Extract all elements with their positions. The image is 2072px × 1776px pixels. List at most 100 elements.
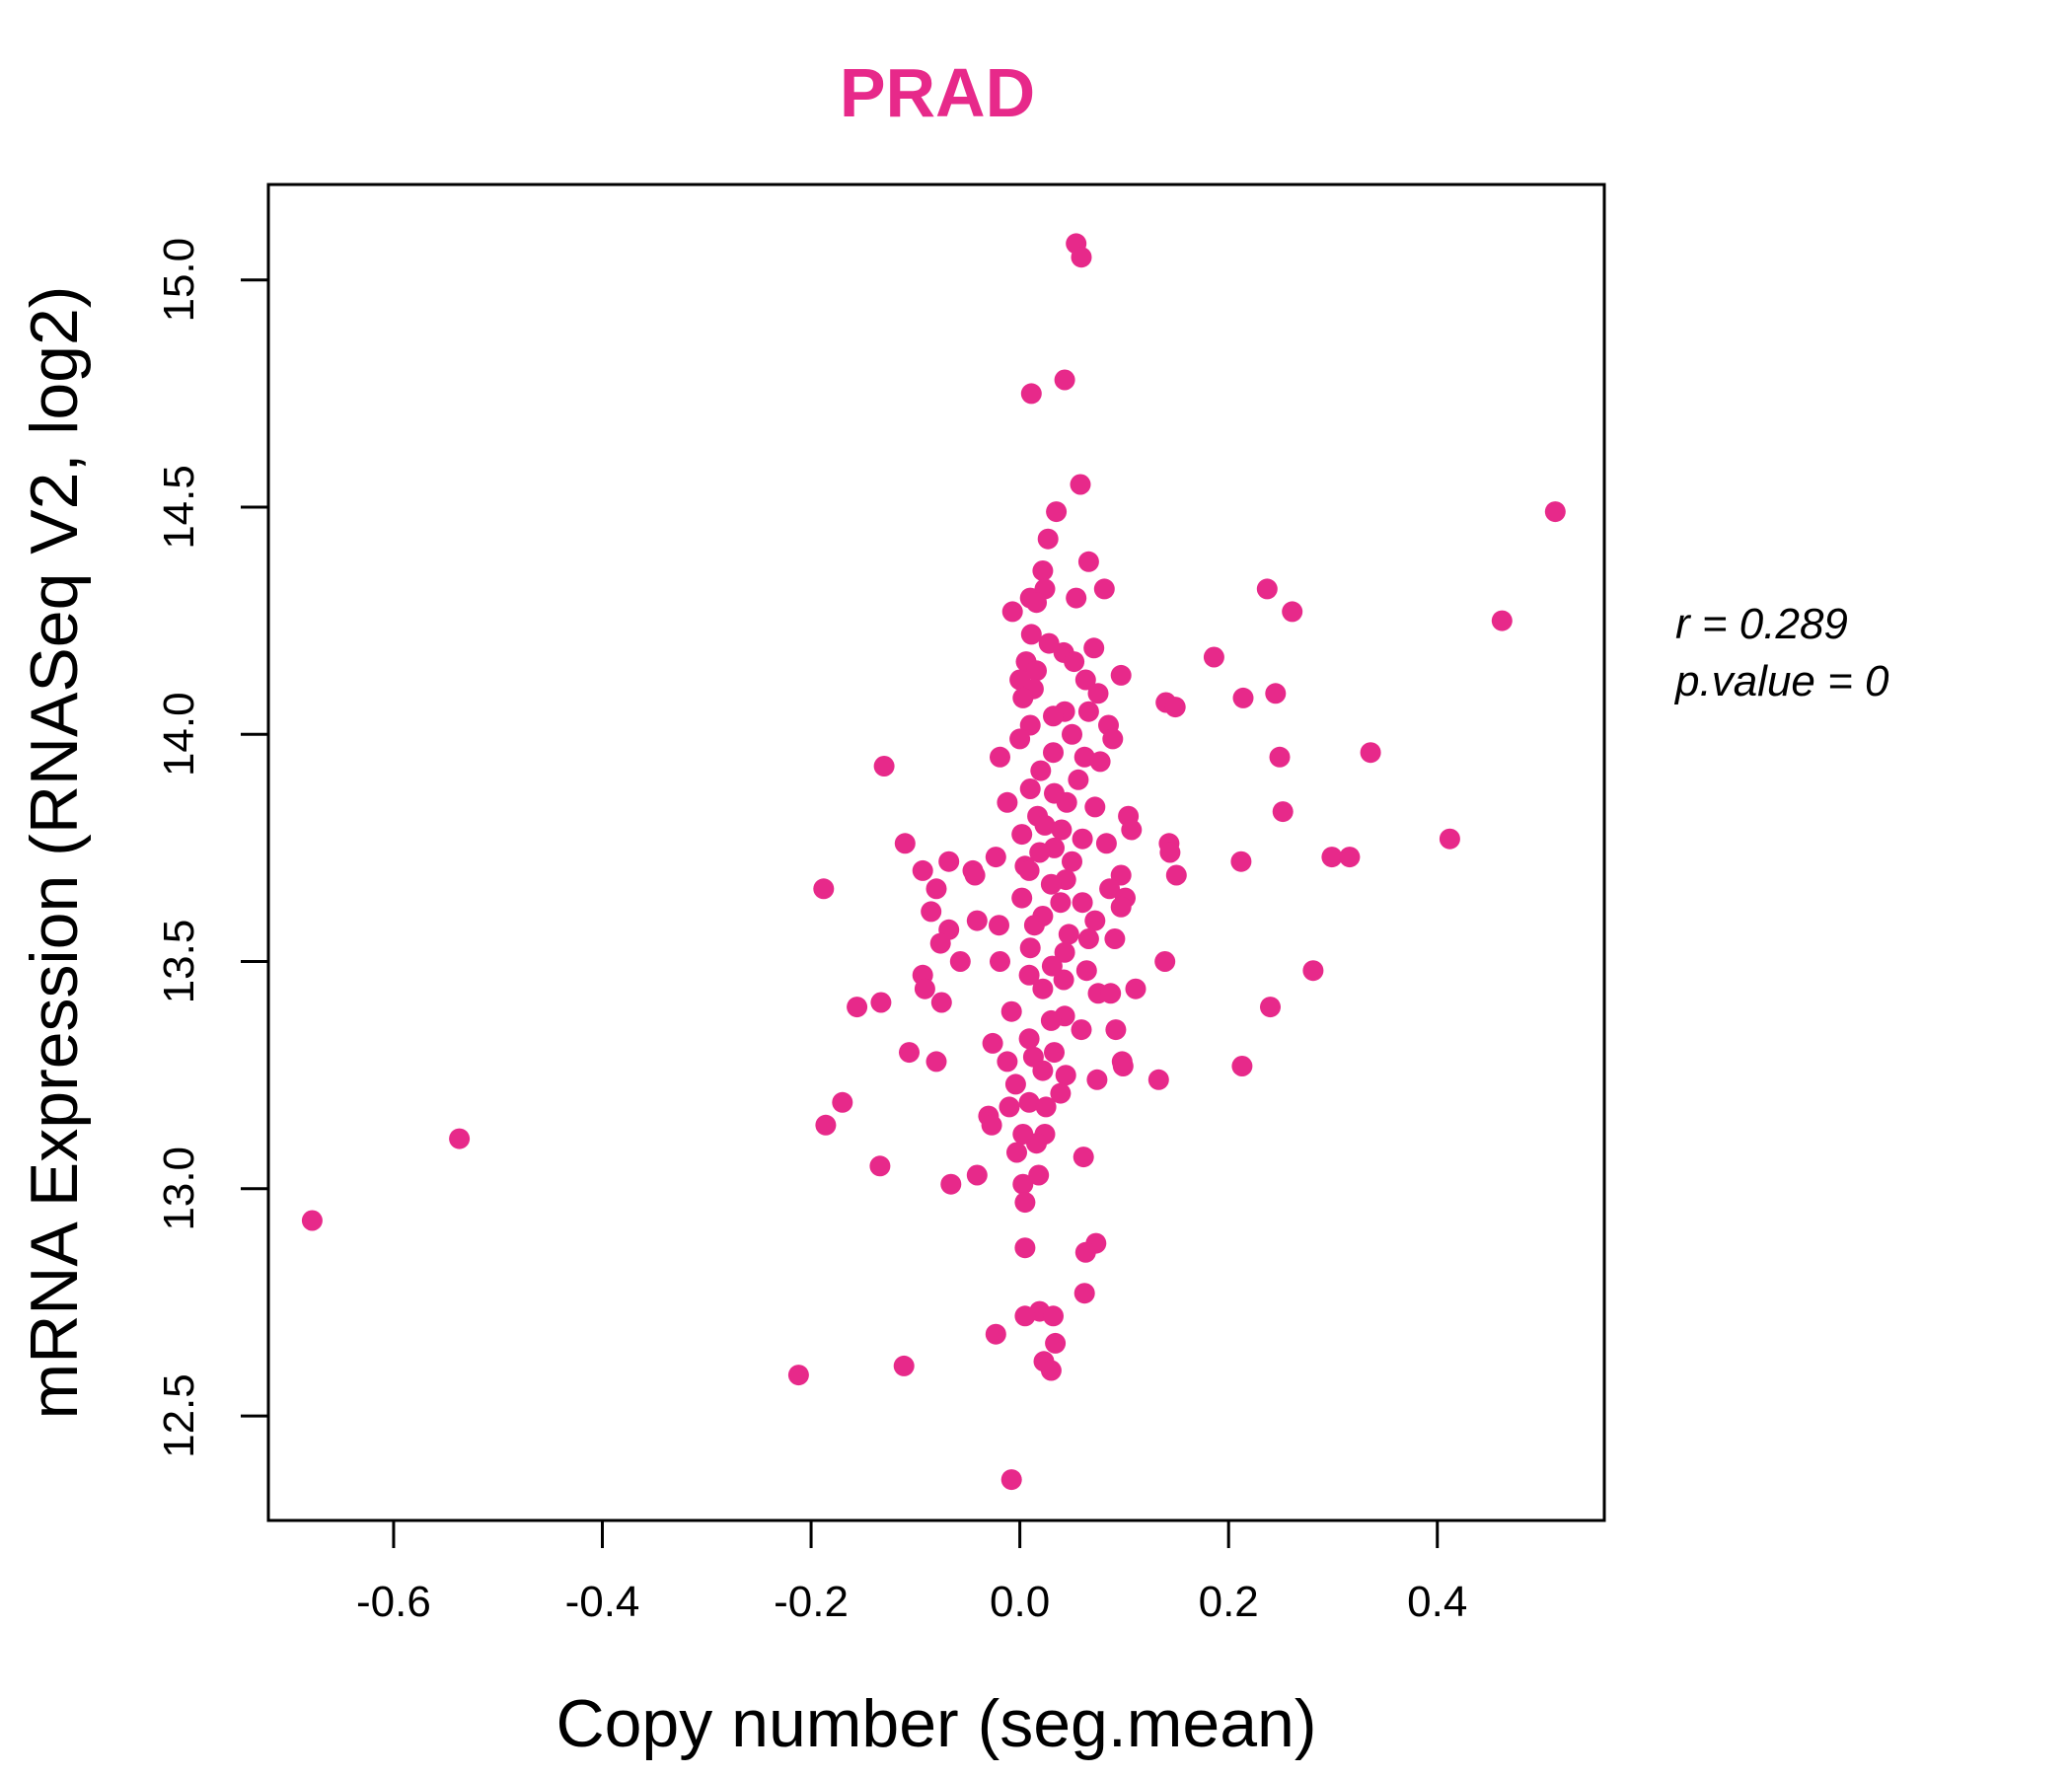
data-point-140 xyxy=(997,1051,1018,1073)
x-tick-label-3: 0.0 xyxy=(990,1578,1050,1626)
data-point-118 xyxy=(1053,969,1074,991)
data-point-175 xyxy=(1014,1305,1036,1327)
data-point-99 xyxy=(1084,910,1106,931)
data-point-155 xyxy=(815,1114,837,1136)
y-tick-label-0: 12.5 xyxy=(155,1373,203,1458)
data-point-91 xyxy=(1099,878,1121,900)
data-point-75 xyxy=(1339,847,1361,868)
data-point-163 xyxy=(966,1164,988,1186)
data-point-97 xyxy=(921,901,942,923)
data-point-11 xyxy=(1093,578,1115,600)
data-point-10 xyxy=(1256,578,1278,600)
data-point-141 xyxy=(1231,1056,1253,1076)
data-point-180 xyxy=(893,1355,915,1376)
data-point-19 xyxy=(1020,624,1042,645)
data-point-130 xyxy=(1040,1009,1062,1031)
data-point-177 xyxy=(1045,1332,1067,1354)
x-tick-label-4: 0.2 xyxy=(1199,1578,1259,1626)
y-tick-label-5: 15.0 xyxy=(155,238,203,323)
data-point-171 xyxy=(1074,1241,1096,1263)
data-point-90 xyxy=(813,878,835,900)
data-point-26 xyxy=(1026,660,1047,682)
data-point-170 xyxy=(1014,1237,1036,1259)
plot-frame xyxy=(266,183,1606,1522)
data-point-77 xyxy=(1230,851,1252,872)
data-point-58 xyxy=(1084,796,1106,818)
data-point-89 xyxy=(925,878,947,900)
data-point-52 xyxy=(1030,760,1052,781)
data-point-73 xyxy=(1029,842,1051,863)
data-point-88 xyxy=(1040,873,1062,895)
x-tick-label-0: -0.6 xyxy=(356,1578,431,1626)
data-point-124 xyxy=(870,992,892,1013)
data-point-176 xyxy=(985,1323,1006,1345)
data-point-64 xyxy=(1121,819,1143,841)
data-point-132 xyxy=(1071,1019,1092,1041)
data-point-5 xyxy=(1046,501,1068,523)
correlation-r: r = 0.289 xyxy=(1675,600,1848,648)
data-point-110 xyxy=(1154,951,1176,972)
data-point-4 xyxy=(1070,474,1091,495)
data-point-72 xyxy=(1159,842,1181,863)
data-point-100 xyxy=(966,910,988,931)
chart-title: PRAD xyxy=(840,54,1035,131)
y-axis-title: mRNA Expression (RNASeq V2, log2) xyxy=(17,286,92,1420)
correlation-p-value: p.value = 0 xyxy=(1673,657,1889,705)
data-point-148 xyxy=(1050,1082,1072,1104)
data-point-145 xyxy=(1147,1069,1169,1090)
data-point-23 xyxy=(1203,646,1224,668)
data-point-2 xyxy=(1054,369,1075,391)
data-point-16 xyxy=(1282,601,1303,623)
data-point-18 xyxy=(1491,610,1513,631)
data-point-115 xyxy=(1302,960,1324,982)
data-point-49 xyxy=(990,746,1010,768)
data-point-8 xyxy=(1077,551,1099,572)
data-point-33 xyxy=(1087,683,1109,704)
data-point-143 xyxy=(1032,1060,1054,1081)
y-tick-label-1: 13.0 xyxy=(155,1147,203,1231)
data-point-7 xyxy=(1037,528,1059,550)
data-point-102 xyxy=(989,915,1009,936)
data-point-123 xyxy=(1100,983,1122,1004)
data-point-39 xyxy=(1043,705,1064,727)
y-tick-label-2: 13.5 xyxy=(155,920,203,1004)
data-point-182 xyxy=(1000,1469,1022,1491)
data-point-125 xyxy=(930,992,952,1013)
data-point-174 xyxy=(1043,1305,1064,1327)
data-point-74 xyxy=(1321,847,1343,868)
data-point-161 xyxy=(869,1155,891,1177)
data-point-160 xyxy=(1073,1147,1094,1168)
data-point-67 xyxy=(1439,828,1460,850)
data-point-119 xyxy=(1125,978,1147,999)
data-point-48 xyxy=(1073,746,1095,768)
data-point-179 xyxy=(1040,1360,1062,1381)
data-point-63 xyxy=(1051,819,1073,841)
data-point-165 xyxy=(940,1173,962,1195)
data-point-159 xyxy=(1006,1142,1027,1163)
data-point-44 xyxy=(1009,728,1031,750)
data-point-17 xyxy=(1001,601,1023,623)
data-point-6 xyxy=(1544,501,1566,523)
data-point-114 xyxy=(1075,960,1097,982)
data-point-9 xyxy=(1032,560,1054,581)
data-point-35 xyxy=(1164,697,1186,718)
data-point-38 xyxy=(1077,701,1099,722)
data-point-93 xyxy=(1011,887,1033,909)
x-axis: -0.6 -0.4 -0.2 0.0 0.2 0.4 xyxy=(356,1518,1467,1626)
data-point-95 xyxy=(1072,892,1093,914)
data-point-56 xyxy=(1056,791,1077,813)
data-point-81 xyxy=(912,859,933,881)
data-point-152 xyxy=(999,1096,1020,1118)
data-point-47 xyxy=(1043,742,1064,764)
data-point-146 xyxy=(1086,1069,1108,1090)
data-point-105 xyxy=(1077,928,1099,949)
data-point-158 xyxy=(1026,1133,1047,1154)
data-point-65 xyxy=(1011,824,1033,846)
data-point-41 xyxy=(1062,723,1082,745)
y-axis: 12.5 13.0 13.5 14.0 14.5 15.0 xyxy=(155,238,270,1458)
data-point-50 xyxy=(1089,751,1111,773)
data-point-70 xyxy=(894,833,916,854)
data-point-147 xyxy=(1004,1073,1026,1095)
data-point-14 xyxy=(1066,587,1087,609)
data-point-104 xyxy=(1058,924,1079,945)
